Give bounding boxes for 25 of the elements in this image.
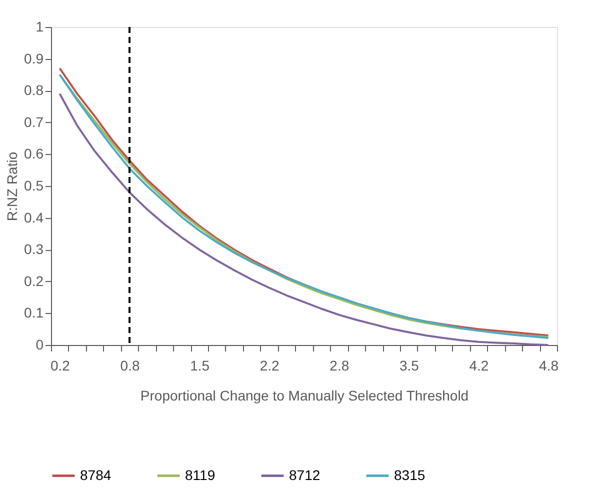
y-tick-label: 0.2 (24, 272, 44, 289)
x-tick-label: 4.8 (539, 358, 559, 374)
x-tick-label: 2.8 (330, 358, 350, 374)
y-tick-label: 0.6 (24, 146, 44, 162)
y-tick-label: 1 (36, 18, 44, 34)
y-tick-label: 0.8 (24, 82, 44, 98)
y-tick-label: 0.7 (24, 114, 44, 130)
legend-label: 8784 (80, 466, 112, 483)
legend-label: 8712 (289, 466, 320, 483)
y-tick-label: 0.1 (24, 304, 44, 321)
y-tick-label: 0.3 (24, 241, 44, 258)
x-tick-label: 0.8 (120, 358, 140, 374)
y-tick-label: 0 (36, 336, 44, 352)
x-tick-label: 4.2 (469, 358, 489, 374)
legend-label: 8119 (185, 466, 216, 483)
x-tick-label: 3.5 (399, 358, 420, 374)
y-axis-title: R:NZ Ratio (4, 152, 20, 222)
x-tick-label: 1.5 (190, 358, 210, 374)
y-tick-label: 0.5 (24, 178, 44, 194)
x-tick-label: 0.2 (50, 358, 70, 374)
y-tick-label: 0.9 (24, 50, 44, 66)
legend-label: 8315 (394, 466, 426, 483)
y-tick-label: 0.4 (24, 209, 44, 226)
x-axis-title: Proportional Change to Manually Selected Threshold (140, 388, 469, 404)
x-tick-label: 2.2 (260, 358, 280, 374)
